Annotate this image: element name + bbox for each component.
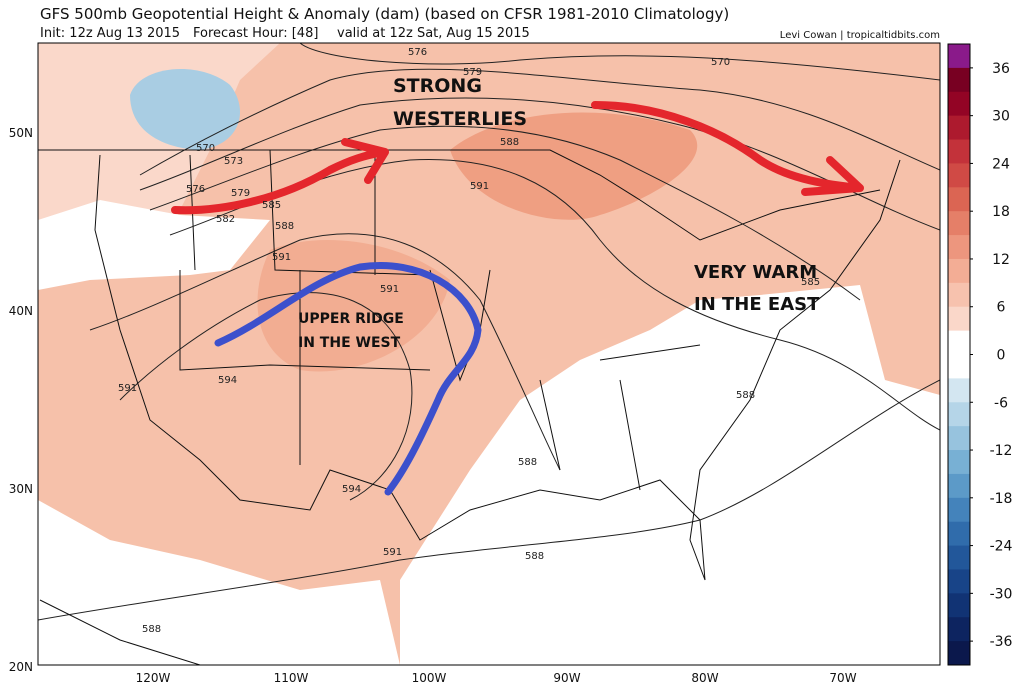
colorbar-label: 6 — [997, 300, 1006, 316]
colorbar-label: -12 — [990, 443, 1013, 459]
contour-label: 588 — [736, 390, 755, 401]
lat-label: 40N — [9, 304, 33, 318]
credit: Levi Cowan | tropicaltidbits.com — [780, 30, 940, 41]
colorbar-cell — [948, 641, 970, 666]
contour-label: 588 — [500, 137, 519, 148]
contour-label: 591 — [380, 284, 399, 295]
map-frame — [37, 42, 941, 666]
colorbar-label: 18 — [992, 204, 1010, 220]
colorbar-label: 12 — [992, 252, 1010, 268]
contour-label: 591 — [272, 252, 291, 263]
annotation: IN THE WEST — [298, 335, 401, 351]
contour-label: 588 — [518, 457, 537, 468]
init: Init: 12z Aug 13 2015 — [40, 26, 180, 41]
colorbar-cell — [948, 426, 970, 451]
colorbar: 36 30 24 18 12 6 0 -6 -12 -18 -24 -30 -36 — [947, 43, 1013, 666]
annotation: STRONG — [393, 75, 482, 97]
contour-label: 588 — [275, 221, 294, 232]
colorbar-cell — [948, 235, 970, 260]
colorbar-cell — [948, 163, 970, 188]
contour-label: 582 — [216, 214, 235, 225]
colorbar-cell — [948, 473, 970, 499]
lat-label: 50N — [9, 126, 33, 140]
anomaly-core — [257, 240, 450, 372]
colorbar-cell — [948, 402, 970, 427]
contour-label: 576 — [186, 184, 205, 195]
lon-label: 100W — [412, 671, 447, 685]
lon-label: 120W — [136, 671, 171, 685]
colorbar-cell — [948, 617, 970, 642]
colorbar-cell — [948, 354, 970, 379]
westerlies-arrow — [591, 101, 864, 196]
lon-label: 70W — [829, 671, 856, 685]
colorbar-cell — [948, 378, 970, 403]
westerlies-arrow — [171, 138, 389, 215]
colorbar-cell — [948, 115, 970, 141]
contour-label: 585 — [801, 277, 820, 288]
axes: 50N 40N 30N 20N 120W 110W 100W 90W 80W 70W — [9, 126, 857, 685]
colorbar-cell — [948, 211, 970, 236]
forecast-hour: Forecast Hour: [48] — [193, 26, 318, 41]
colorbar-cell — [948, 306, 970, 332]
colorbar-label: 36 — [992, 61, 1010, 77]
lon-label: 110W — [274, 671, 309, 685]
anomaly-neutral — [400, 285, 940, 665]
colorbar-cell — [948, 67, 970, 93]
contour-label: 588 — [142, 624, 161, 635]
colorbar-label: 24 — [992, 156, 1010, 172]
negative-anomaly — [130, 68, 240, 150]
valid-time: valid at 12z Sat, Aug 15 2015 — [337, 26, 530, 41]
contour-label: 576 — [408, 47, 427, 58]
colorbar-cell — [948, 187, 970, 212]
lat-label: 30N — [9, 482, 33, 496]
annotation: VERY WARM — [694, 262, 817, 283]
contour-label: 591 — [383, 547, 402, 558]
colorbar-cell — [948, 91, 970, 117]
colorbar-cell — [948, 44, 970, 69]
colorbar-label: -18 — [990, 491, 1013, 507]
colorbar-cell — [948, 139, 970, 164]
annotation: WESTERLIES — [393, 108, 527, 130]
colorbar-cell — [948, 282, 970, 308]
contour-label: 573 — [224, 156, 243, 167]
map: 576 579 570 570 573 576 579 582 585 588 … — [37, 42, 941, 666]
contour-label: 594 — [218, 375, 237, 386]
contour-label: 594 — [342, 484, 361, 495]
lat-label: 20N — [9, 660, 33, 674]
annotation: UPPER RIDGE — [298, 311, 404, 327]
ridge-arrow — [214, 262, 482, 496]
contour-label: 570 — [711, 57, 730, 68]
colorbar-label: 0 — [997, 348, 1006, 364]
colorbar-cell — [948, 521, 970, 547]
colorbar-cell — [948, 450, 970, 475]
title: GFS 500mb Geopotential Height & Anomaly … — [40, 5, 729, 23]
colorbar-label: -30 — [990, 586, 1013, 602]
colorbar-label: -6 — [994, 395, 1008, 411]
colorbar-cell — [948, 593, 970, 618]
contour-label: 585 — [262, 200, 281, 211]
colorbar-cell — [948, 497, 970, 523]
boundaries — [38, 149, 901, 665]
contour-label: 591 — [118, 383, 137, 394]
annotation: IN THE EAST — [694, 294, 820, 315]
colorbar-label: -36 — [990, 634, 1013, 650]
contour-label: 579 — [463, 67, 482, 78]
colorbar-label: 30 — [992, 109, 1010, 125]
colorbar-cell — [948, 330, 970, 355]
colorbar-cell — [948, 569, 970, 594]
contour-labels: 576 579 570 570 573 576 579 582 585 588 … — [118, 47, 820, 635]
contour-label: 579 — [231, 188, 250, 199]
anomaly-neutral — [38, 500, 400, 665]
colorbar-cell — [948, 545, 970, 570]
lon-label: 80W — [691, 671, 718, 685]
lon-label: 90W — [553, 671, 580, 685]
colorbar-label: -24 — [990, 539, 1013, 555]
contour-label: 591 — [470, 181, 489, 192]
contour-label: 588 — [525, 551, 544, 562]
anomaly-core — [450, 112, 698, 220]
contour-label: 570 — [196, 143, 215, 154]
colorbar-cell — [948, 258, 970, 284]
